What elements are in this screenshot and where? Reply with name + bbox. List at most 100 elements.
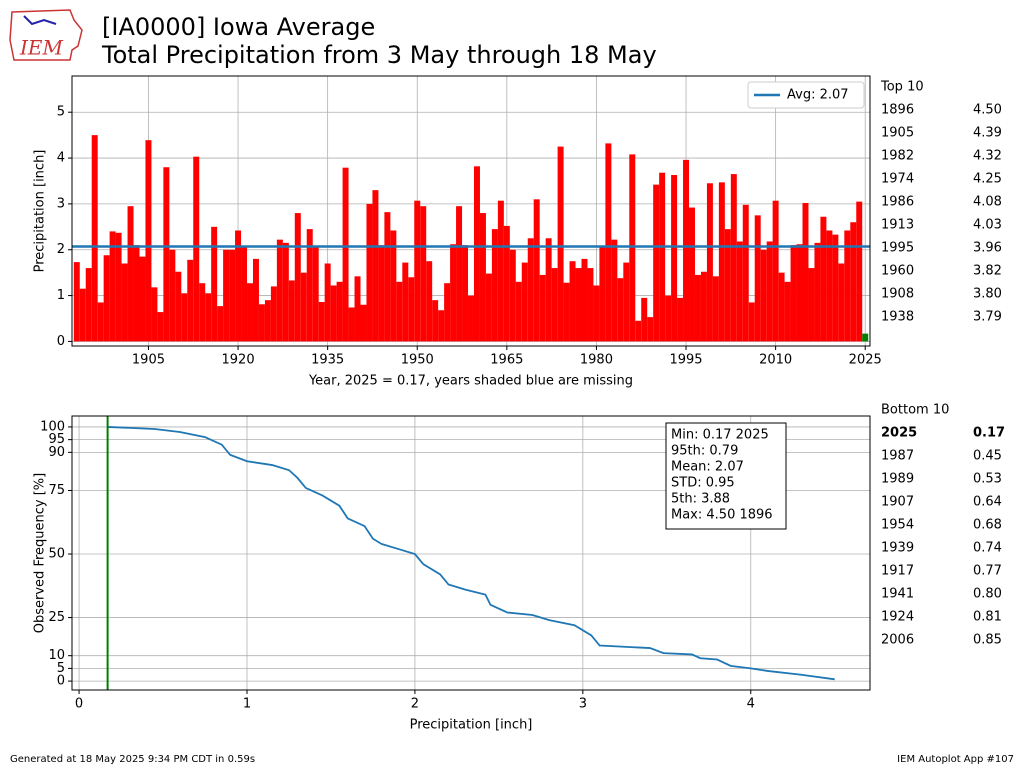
bar (623, 262, 630, 342)
bar (306, 229, 313, 342)
bar (336, 281, 343, 342)
table-year: 1908 (881, 287, 914, 302)
x-tick-label: 2025 (849, 353, 882, 368)
y-tick-label: 10 (48, 648, 65, 663)
bar (91, 135, 98, 342)
bar (599, 247, 606, 342)
table-value: 0.85 (973, 633, 1002, 648)
bar (187, 259, 194, 342)
table-year: 1939 (881, 541, 914, 556)
x-tick-label: 1995 (669, 353, 702, 368)
table-year: 1986 (881, 195, 914, 210)
bar (217, 306, 224, 342)
stats-line: 5th: 3.88 (671, 492, 730, 507)
bar (211, 226, 218, 342)
bar (264, 300, 271, 342)
bar (139, 256, 146, 342)
x-tick-label: 2 (411, 697, 419, 712)
table-value: 4.32 (973, 149, 1002, 164)
bar (659, 172, 666, 342)
logo-icon (23, 15, 57, 26)
bar (671, 175, 678, 342)
table-value: 4.39 (973, 126, 1002, 141)
table-year: 1941 (881, 587, 914, 602)
bar (235, 230, 242, 342)
axes-frame (71, 75, 871, 347)
stats-line: Max: 4.50 1896 (671, 508, 773, 523)
bar (653, 184, 660, 342)
bar (169, 249, 176, 342)
axes-frame (71, 415, 871, 691)
bar (109, 231, 116, 342)
table-title: Bottom 10 (881, 403, 949, 418)
bar (629, 154, 636, 342)
x-tick-label: 4 (747, 697, 755, 712)
bar (593, 285, 600, 342)
bar (736, 241, 743, 342)
bar (760, 249, 767, 342)
bar (438, 310, 445, 342)
x-tick-label: 1950 (401, 353, 434, 368)
y-tick-label: 2 (57, 242, 65, 257)
bar (766, 241, 773, 342)
table-value: 0.77 (973, 564, 1002, 579)
bar (790, 245, 797, 342)
legend: Avg: 2.07 (747, 81, 865, 109)
table-value: 3.80 (973, 287, 1002, 302)
bar (145, 140, 152, 342)
table-value: 4.08 (973, 195, 1002, 210)
y-tick-label: 5 (57, 661, 65, 676)
table-year: 1896 (881, 103, 914, 118)
table-value: 0.53 (973, 472, 1002, 487)
table-title: Top 10 (880, 80, 924, 95)
table-value: 3.82 (973, 264, 1002, 279)
bar (581, 258, 588, 342)
table-value: 0.74 (973, 541, 1002, 556)
table-year: 1987 (881, 449, 914, 464)
stats-frame (665, 422, 787, 530)
table-value: 0.45 (973, 449, 1002, 464)
bar (808, 268, 815, 342)
x-axis-label: Precipitation [inch] (410, 718, 533, 733)
bar (79, 288, 86, 342)
y-tick-label: 95 (48, 432, 65, 447)
bar (509, 249, 516, 342)
bar (844, 230, 851, 342)
bar (515, 281, 522, 342)
x-tick-label: 1 (243, 697, 251, 712)
bar (605, 143, 612, 342)
x-tick-label: 2010 (759, 353, 792, 368)
bar (282, 242, 289, 342)
bar (223, 249, 230, 342)
bar (312, 247, 319, 342)
bar (754, 215, 761, 342)
bar (372, 190, 379, 342)
bar (270, 286, 277, 342)
bar (97, 302, 104, 342)
bar (677, 297, 684, 342)
table-year: 1974 (881, 172, 914, 187)
table-year: 2006 (881, 633, 914, 648)
bar (73, 262, 80, 342)
logo: IEM (9, 9, 83, 61)
y-tick-label: 0 (57, 674, 65, 689)
table-value: 0.64 (973, 495, 1002, 510)
table-value: 4.25 (973, 172, 1002, 187)
x-tick-label: 3 (579, 697, 587, 712)
x-tick-label: 1980 (580, 353, 613, 368)
bar (468, 295, 474, 342)
bar (252, 258, 259, 342)
bar (832, 234, 839, 342)
bar (378, 245, 385, 342)
bar (730, 174, 737, 342)
bar (384, 212, 391, 342)
bar (288, 280, 295, 342)
y-tick-label: 4 (57, 151, 65, 166)
rank-table: Top 10 1896 4.50 1905 4.39 1982 4.32 1974 4.25 19… (880, 80, 1002, 325)
bar (862, 333, 869, 342)
bar (527, 238, 534, 342)
y-tick-label: 0 (57, 334, 65, 349)
bar (300, 272, 307, 342)
